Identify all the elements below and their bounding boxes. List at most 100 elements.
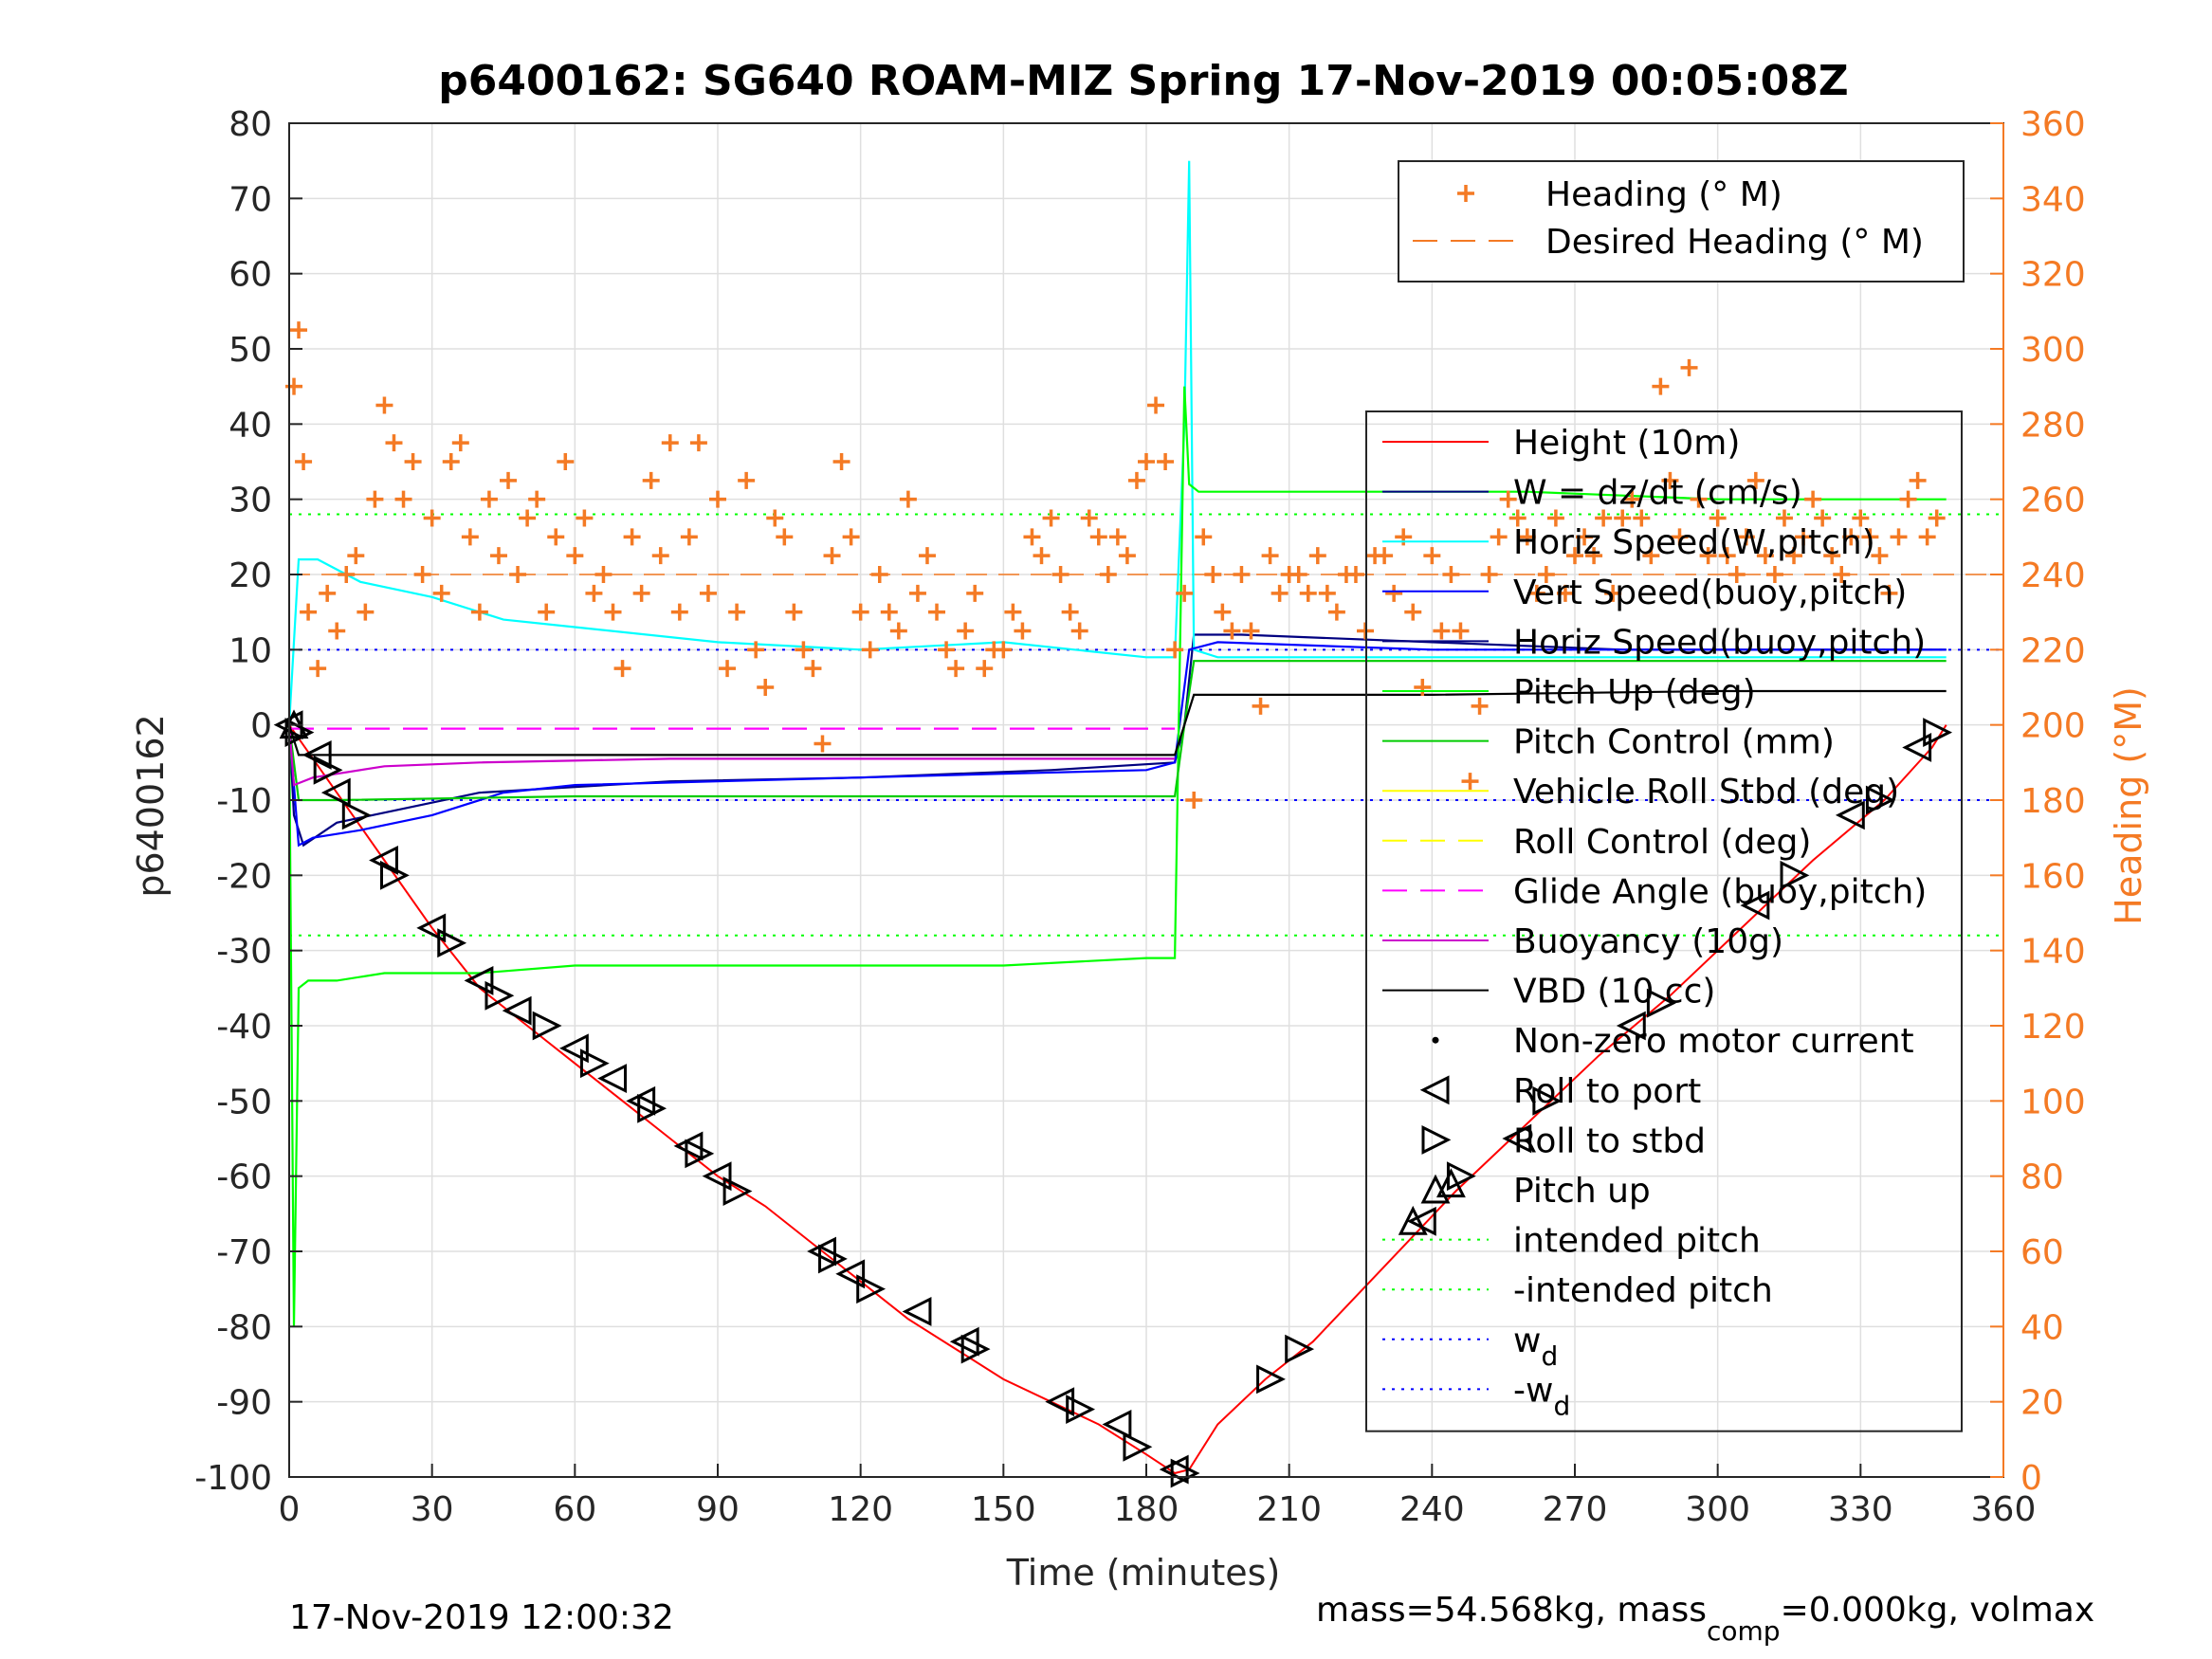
heading-point: [404, 453, 422, 470]
heading-point: [1308, 547, 1326, 565]
y-tick-label: -50: [216, 1083, 272, 1121]
heading-point: [1604, 584, 1622, 602]
heading-point: [423, 509, 441, 527]
heading-point: [1556, 584, 1574, 602]
heading-point: [1108, 528, 1126, 546]
y2-tick-label: 320: [2020, 256, 2086, 295]
heading-point: [1861, 528, 1879, 546]
heading-point: [1061, 603, 1079, 621]
legend-label: wd: [1513, 1322, 1558, 1372]
marker-roll-to-port: [502, 995, 532, 1026]
y-tick-label: 0: [250, 707, 272, 746]
legend-label: Heading (° M): [1545, 175, 1782, 214]
heading-point: [1070, 622, 1088, 640]
marker-roll-to-stbd: [1923, 718, 1953, 748]
y2-tick-label: 140: [2020, 933, 2086, 972]
heading-point: [1099, 566, 1117, 583]
heading-point: [1461, 773, 1479, 791]
heading-point: [356, 603, 375, 621]
heading-point: [509, 566, 527, 583]
heading-point: [1746, 471, 1764, 489]
legend-box: [1365, 410, 1963, 1432]
heading-point: [557, 453, 575, 470]
marker-roll-to-port: [626, 1085, 656, 1116]
legend-label: Horiz Speed(W,pitch): [1513, 523, 1875, 562]
y2-tick-label: 180: [2020, 782, 2086, 821]
x-tick-label: 150: [971, 1490, 1036, 1529]
marker-roll-to-stbd: [1123, 1431, 1153, 1462]
heading-point: [1527, 584, 1545, 602]
marker-roll-to-stbd: [1780, 860, 1810, 890]
x-tick-label: 240: [1399, 1490, 1465, 1529]
legend-label: Horiz Speed(buoy,pitch): [1513, 623, 1926, 662]
heading-point: [1214, 603, 1232, 621]
footer-mass-info: mass=54.568kg, masscomp=0.000kg, volmax: [1316, 1591, 2094, 1647]
legend-swatch: [1457, 185, 1474, 202]
heading-point: [295, 453, 313, 470]
heading-point: [1023, 528, 1041, 546]
x-tick-label: 270: [1543, 1490, 1608, 1529]
y2-tick-label: 360: [2020, 105, 2086, 144]
legend-heading: Heading (° M) Desired Heading (° M): [1398, 160, 1965, 283]
heading-point: [1661, 471, 1679, 489]
heading-point: [1909, 471, 1927, 489]
heading-point: [1261, 547, 1279, 565]
heading-point: [489, 547, 507, 565]
heading-point: [995, 641, 1013, 659]
marker-roll-to-port: [673, 1131, 704, 1161]
heading-point: [613, 660, 631, 678]
marker-roll-to-port: [949, 1326, 979, 1357]
heading-point: [928, 603, 946, 621]
heading-point: [413, 566, 431, 583]
marker-roll-to-stbd: [685, 1139, 715, 1169]
heading-point: [1737, 528, 1755, 546]
heading-point: [594, 566, 612, 583]
marker-roll-to-stbd: [1532, 1085, 1563, 1116]
series-line-vbd-10-cc: [287, 689, 1947, 757]
y2-tick-label: 220: [2020, 631, 2086, 670]
marker-roll-to-stbd: [313, 755, 343, 785]
marker-roll-to-port: [464, 965, 494, 995]
heading-point: [1376, 547, 1394, 565]
heading-point: [1842, 528, 1860, 546]
marker-roll-to-port: [807, 1236, 836, 1267]
heading-point: [1699, 547, 1717, 565]
marker-roll-to-port: [1740, 890, 1770, 921]
heading-point: [347, 547, 365, 565]
legend-label-sub: d: [1541, 1340, 1558, 1372]
heading-point: [642, 471, 660, 489]
x-tick-label: 180: [1114, 1490, 1179, 1529]
marker-roll-to-port: [416, 913, 447, 943]
heading-point: [699, 584, 717, 602]
heading-point: [957, 622, 975, 640]
heading-point: [766, 509, 784, 527]
marker-roll-to-port: [320, 777, 351, 808]
heading-point: [738, 471, 756, 489]
marker-roll-to-stbd: [1646, 988, 1676, 1018]
marker-roll-to-port: [902, 1297, 932, 1326]
x-tick-label: 30: [411, 1490, 454, 1529]
heading-point: [328, 622, 346, 640]
y-tick-label: 10: [229, 631, 272, 670]
heading-point: [1385, 584, 1403, 602]
heading-point: [1642, 547, 1660, 565]
legend-label: Pitch up: [1513, 1172, 1651, 1211]
marker-roll-to-port: [1902, 733, 1932, 762]
heading-point: [566, 547, 584, 565]
y2-tick-label: 0: [2020, 1459, 2042, 1498]
legend-label: intended pitch: [1513, 1222, 1761, 1261]
heading-point: [1490, 528, 1508, 546]
y-tick-label: 80: [229, 105, 272, 144]
heading-point: [470, 603, 488, 621]
y-axis-label: p6400162: [130, 714, 172, 897]
x-axis-label: Time (minutes): [1006, 1552, 1281, 1594]
marker-roll-to-stbd: [1256, 1364, 1286, 1395]
marker-roll-to-stbd: [1170, 1458, 1200, 1488]
heading-point: [747, 641, 765, 659]
heading-point: [1756, 547, 1774, 565]
heading-point: [947, 660, 965, 678]
legend-label: Pitch Control (mm): [1513, 723, 1835, 762]
marker-roll-to-port: [1045, 1387, 1075, 1417]
heading-point: [1880, 584, 1898, 602]
